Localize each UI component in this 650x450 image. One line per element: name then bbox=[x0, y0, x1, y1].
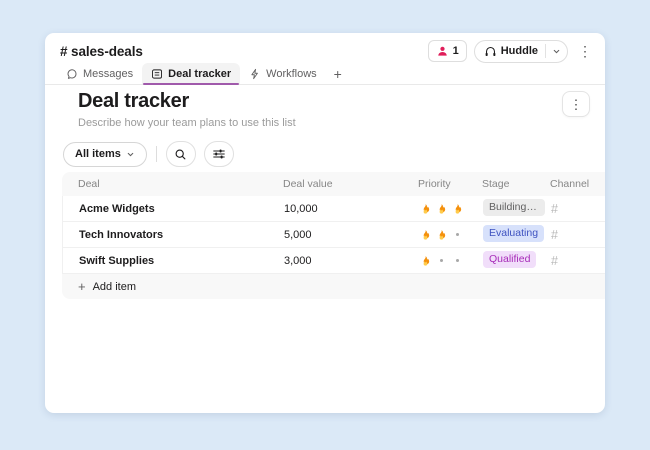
tab-workflows[interactable]: Workflows bbox=[240, 63, 326, 84]
priority-dot bbox=[455, 259, 459, 262]
huddle-expand-button[interactable] bbox=[546, 47, 567, 56]
priority-cell[interactable] bbox=[419, 229, 483, 241]
fire-icon bbox=[423, 255, 429, 266]
list-icon bbox=[152, 68, 163, 79]
channel-header-actions: 1 Huddle ⋮ bbox=[427, 39, 595, 63]
table-row[interactable]: Acme Widgets 10,000 Building pro… # bbox=[62, 196, 605, 222]
fire-icon bbox=[423, 229, 429, 240]
tab-label: Deal tracker bbox=[168, 67, 232, 80]
list-toolbar: All items bbox=[63, 141, 234, 167]
stage-badge[interactable]: Building pro… bbox=[483, 198, 545, 216]
kebab-menu-icon: ⋮ bbox=[569, 96, 583, 112]
stage-cell[interactable]: Qualified bbox=[483, 250, 551, 271]
deal-name-cell[interactable]: Acme Widgets bbox=[79, 202, 155, 215]
tab-label: Messages bbox=[83, 67, 134, 80]
priority-cell[interactable] bbox=[419, 203, 483, 215]
search-button[interactable] bbox=[165, 141, 196, 167]
member-count-button[interactable]: 1 bbox=[427, 40, 467, 62]
filter-label: All items bbox=[75, 148, 121, 160]
deal-table: Deal Deal value Priority Stage Channel A… bbox=[62, 172, 605, 299]
headphones-icon bbox=[485, 46, 496, 56]
kebab-menu-icon: ⋮ bbox=[578, 43, 592, 59]
stage-cell[interactable]: Building pro… bbox=[483, 198, 551, 219]
fire-icon bbox=[439, 203, 445, 214]
huddle-divider bbox=[545, 44, 546, 58]
channel-cell[interactable]: # bbox=[551, 228, 605, 242]
channel-cell[interactable]: # bbox=[551, 202, 605, 216]
column-header-stage[interactable]: Stage bbox=[482, 178, 510, 190]
column-header-channel[interactable]: Channel bbox=[550, 178, 590, 190]
channel-hash-icon: # bbox=[551, 227, 558, 242]
channel-hash-icon: # bbox=[551, 253, 558, 268]
tab-deal-tracker[interactable]: Deal tracker bbox=[142, 63, 241, 85]
column-header-priority[interactable]: Priority bbox=[418, 178, 451, 190]
list-more-button[interactable]: ⋮ bbox=[562, 91, 590, 117]
channel-hash-icon: # bbox=[551, 201, 558, 216]
chevron-down-icon bbox=[553, 49, 560, 53]
huddle-main[interactable]: Huddle bbox=[475, 45, 545, 58]
toolbar-divider bbox=[155, 146, 157, 162]
member-count: 1 bbox=[452, 45, 459, 57]
column-header-deal-value[interactable]: Deal value bbox=[283, 178, 333, 190]
tab-label: Workflows bbox=[266, 67, 317, 80]
sliders-icon bbox=[213, 149, 225, 159]
stage-cell[interactable]: Evaluating bbox=[483, 224, 551, 245]
tab-bar: Messages Deal tracker Workflows + bbox=[45, 62, 605, 85]
page-title: Deal tracker bbox=[78, 90, 189, 112]
deal-value-cell[interactable]: 3,000 bbox=[284, 254, 312, 267]
priority-dot bbox=[439, 259, 443, 262]
channel-cell[interactable]: # bbox=[551, 254, 605, 268]
filter-all-items-button[interactable]: All items bbox=[63, 141, 147, 167]
priority-dot bbox=[455, 233, 459, 236]
channel-name: # sales-deals bbox=[60, 43, 143, 59]
person-icon bbox=[437, 46, 447, 56]
deal-value-cell[interactable]: 10,000 bbox=[284, 202, 318, 215]
huddle-button[interactable]: Huddle bbox=[473, 39, 568, 63]
fire-icon bbox=[439, 229, 445, 240]
stage-badge[interactable]: Qualified bbox=[483, 250, 537, 268]
add-item-label: Add item bbox=[92, 280, 137, 293]
bolt-icon bbox=[251, 68, 258, 79]
tab-messages[interactable]: Messages bbox=[57, 63, 142, 84]
channel-more-button[interactable]: ⋮ bbox=[575, 42, 595, 60]
stage-badge[interactable]: Evaluating bbox=[483, 224, 545, 242]
add-tab-button[interactable]: + bbox=[326, 63, 350, 84]
column-header-deal[interactable]: Deal bbox=[78, 178, 100, 190]
priority-cell[interactable] bbox=[419, 255, 483, 267]
list-description[interactable]: Describe how your team plans to use this… bbox=[78, 117, 296, 129]
deal-name-cell[interactable]: Swift Supplies bbox=[79, 254, 155, 267]
table-row[interactable]: Tech Innovators 5,000 Evaluating # bbox=[62, 222, 605, 248]
plus-icon: + bbox=[333, 65, 342, 82]
table-header-row: Deal Deal value Priority Stage Channel bbox=[62, 172, 605, 196]
add-item-button[interactable]: + Add item bbox=[62, 274, 605, 299]
fire-icon bbox=[423, 203, 429, 214]
plus-icon: + bbox=[78, 279, 86, 294]
deal-value-cell[interactable]: 5,000 bbox=[284, 228, 312, 241]
fire-icon bbox=[455, 203, 461, 214]
filter-settings-button[interactable] bbox=[203, 141, 234, 167]
message-bubble-icon bbox=[67, 68, 77, 79]
huddle-label: Huddle bbox=[500, 45, 538, 57]
chevron-down-icon bbox=[127, 152, 134, 156]
channel-card: # sales-deals 1 Huddle ⋮ bbox=[45, 33, 605, 413]
search-icon bbox=[175, 149, 186, 159]
deal-name-cell[interactable]: Tech Innovators bbox=[79, 228, 164, 241]
table-row[interactable]: Swift Supplies 3,000 Qualified # bbox=[62, 248, 605, 274]
channel-header: # sales-deals 1 Huddle ⋮ bbox=[60, 39, 595, 63]
